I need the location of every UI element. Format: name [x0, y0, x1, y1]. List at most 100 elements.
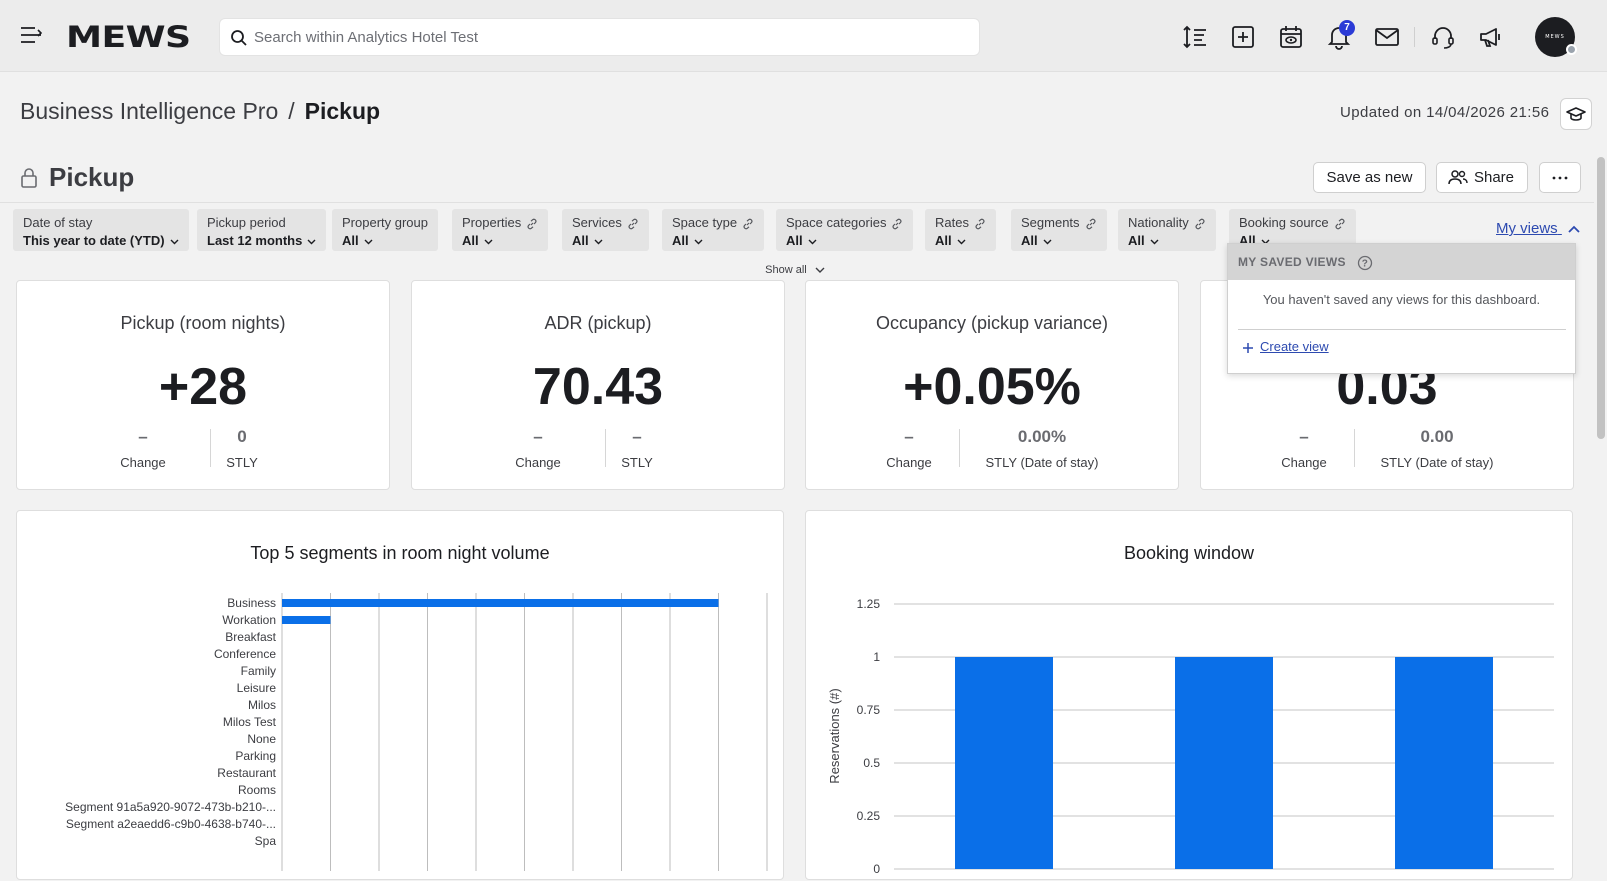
- filter-value: All: [672, 233, 754, 248]
- chevron-down-icon: [170, 239, 179, 245]
- filter-label: Pickup period: [207, 215, 286, 230]
- kpi-title: ADR (pickup): [544, 313, 652, 333]
- share-button[interactable]: Share: [1436, 162, 1528, 193]
- filter-nationality[interactable]: Nationality All: [1118, 209, 1216, 251]
- breadcrumb-parent[interactable]: Business Intelligence Pro: [20, 98, 279, 124]
- filter-label: Space type: [672, 215, 754, 230]
- divider: [605, 429, 606, 467]
- divider: [1238, 329, 1566, 330]
- chevron-down-icon: [364, 239, 373, 245]
- filter-space-categories[interactable]: Space categories All: [776, 209, 914, 251]
- filter-properties[interactable]: Properties All: [452, 209, 549, 251]
- kpi-change-label: Change: [886, 455, 932, 470]
- category-label: None: [247, 732, 276, 746]
- category-label: Segment a2eaedd6-c9b0-4638-b740-...: [66, 817, 276, 831]
- kpi-change: – Change: [113, 427, 173, 470]
- bar[interactable]: [955, 657, 1053, 869]
- create-view-label: Create view: [1260, 339, 1329, 354]
- kpi-title: Occupancy (pickup variance): [875, 313, 1109, 333]
- chevron-down-icon: [594, 239, 603, 245]
- filter-value: All: [935, 233, 986, 248]
- bar[interactable]: [282, 599, 719, 607]
- kpi-value: +28: [158, 358, 248, 416]
- chart-title: Booking window: [1123, 543, 1255, 563]
- academy-button[interactable]: [1560, 98, 1592, 130]
- breadcrumb-current: Pickup: [304, 98, 381, 124]
- mail-icon[interactable]: [1374, 24, 1400, 50]
- share-label: Share: [1473, 169, 1515, 186]
- megaphone-icon[interactable]: [1478, 24, 1504, 50]
- filter-label: Booking source: [1239, 215, 1346, 230]
- scrollbar-thumb[interactable]: [1597, 157, 1605, 439]
- my-views-label: My views: [1496, 220, 1558, 237]
- chevron-down-icon: [307, 239, 316, 245]
- kpi-title: Pickup (room nights): [120, 313, 286, 333]
- bar[interactable]: [282, 616, 331, 624]
- filter-value-text: All: [935, 233, 952, 248]
- y-axis-label: Reservations (#): [827, 688, 842, 783]
- category-label: Conference: [214, 647, 276, 661]
- filter-value-text: Last 12 months: [207, 233, 303, 248]
- filter-services[interactable]: Services All: [562, 209, 649, 251]
- filter-value-text: All: [462, 233, 479, 248]
- headset-icon[interactable]: [1430, 24, 1456, 50]
- category-label: Rooms: [238, 783, 276, 797]
- logo[interactable]: MEWS: [66, 20, 191, 54]
- link-icon: [743, 218, 753, 229]
- link-icon: [527, 218, 537, 229]
- updated-timestamp: Updated on 14/04/2026 21:56: [1340, 104, 1550, 121]
- filter-label: Property group: [342, 215, 428, 230]
- search-input[interactable]: [254, 19, 954, 55]
- breadcrumb: Business Intelligence Pro / Pickup: [20, 98, 380, 125]
- filter-date-of-stay[interactable]: Date of stay This year to date (YTD): [13, 209, 189, 251]
- filter-value: This year to date (YTD): [23, 233, 179, 248]
- divider: [1354, 429, 1355, 467]
- filter-value: All: [1021, 233, 1097, 248]
- y-tick-label: 0.5: [863, 756, 880, 770]
- bar[interactable]: [1175, 657, 1273, 869]
- help-icon[interactable]: ?: [1357, 255, 1373, 271]
- add-icon[interactable]: [1230, 24, 1256, 50]
- save-as-new-button[interactable]: Save as new: [1313, 162, 1426, 193]
- kpi-stly-value: –: [632, 427, 642, 446]
- users-icon: [1448, 170, 1468, 185]
- link-icon: [1086, 218, 1096, 229]
- calendar-view-icon[interactable]: [1278, 24, 1304, 50]
- filter-value-text: This year to date (YTD): [23, 233, 165, 248]
- kpi-card-occupancy-pickup-variance: Occupancy (pickup variance) +0.05% – Change…: [805, 280, 1179, 490]
- segments-chart-card: Top 5 segments in room night volume Busi…: [16, 510, 784, 880]
- kpi-stly-label: STLY: [226, 455, 258, 470]
- bar[interactable]: [1395, 657, 1493, 869]
- category-label: Workation: [222, 613, 276, 627]
- filter-rates[interactable]: Rates All: [925, 209, 996, 251]
- filter-label: Date of stay: [23, 215, 93, 230]
- page-title: Pickup: [49, 162, 135, 192]
- filter-segments[interactable]: Segments All: [1011, 209, 1107, 251]
- breadcrumb-separator: /: [288, 98, 295, 124]
- show-all-filters-button[interactable]: Show all: [740, 262, 850, 280]
- filter-value: All: [786, 233, 903, 248]
- more-options-button[interactable]: [1539, 162, 1581, 193]
- y-tick-label: 1.25: [857, 597, 881, 611]
- my-views-toggle[interactable]: My views: [1496, 220, 1580, 237]
- filter-pickup-period[interactable]: Pickup period Last 12 months: [197, 209, 327, 251]
- y-tick-label: 0.75: [857, 703, 881, 717]
- filter-value: Last 12 months: [207, 233, 316, 248]
- divider: [0, 202, 1594, 203]
- search-box[interactable]: [219, 18, 980, 56]
- link-icon: [628, 218, 638, 229]
- filter-property-group[interactable]: Property group All: [332, 209, 438, 251]
- filter-value-text: All: [672, 233, 689, 248]
- kpi-change: – Change: [1274, 427, 1334, 470]
- kpi-stly-value: 0.00%: [1017, 427, 1067, 446]
- create-view-link[interactable]: Create view: [1242, 339, 1329, 354]
- sort-icon[interactable]: [1182, 24, 1208, 50]
- filter-label: Nationality: [1128, 215, 1206, 230]
- plus-icon: [1243, 342, 1253, 353]
- filter-space-type[interactable]: Space type All: [662, 209, 765, 251]
- menu-icon[interactable]: [20, 26, 42, 44]
- kpi-change: – Change: [879, 427, 939, 470]
- my-views-header: MY SAVED VIEWS ?: [1228, 244, 1575, 280]
- divider: [210, 429, 211, 467]
- filter-label: Space categories: [786, 215, 903, 230]
